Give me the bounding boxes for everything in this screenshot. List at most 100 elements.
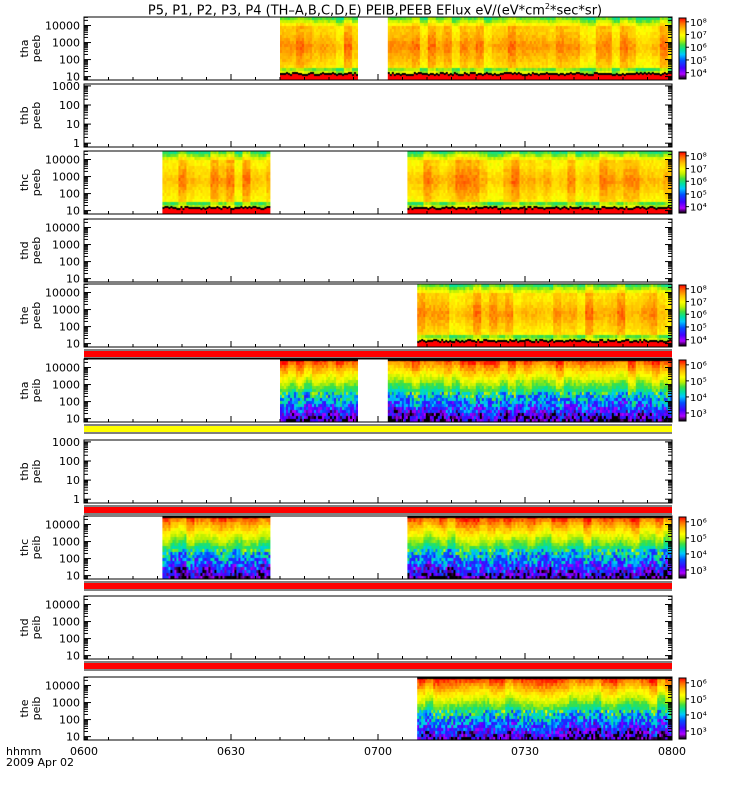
colorbar-label: 10⁵ <box>690 534 707 545</box>
panel-frame <box>83 595 673 660</box>
y-tick-label: 100 <box>59 188 80 201</box>
flag-strip <box>84 426 672 432</box>
colorbar-label: 10⁴ <box>690 336 707 347</box>
y-tick-label: 10000 <box>45 287 80 300</box>
flag-strip <box>84 507 672 513</box>
colorbar-label: 10⁷ <box>690 165 707 176</box>
colorbar-label: 10⁶ <box>690 361 707 372</box>
title-main: P5, P1, P2, P3, P4 (TH–A,B,C,D,E) PEIB,P… <box>147 3 545 19</box>
colorbar <box>678 151 687 214</box>
x-tick-label: 0800 <box>658 745 686 758</box>
colorbar-label: 10⁴ <box>690 711 707 722</box>
y-tick-label: 1000 <box>52 536 80 549</box>
y-tick-label: 10000 <box>45 680 80 693</box>
y-tick-label: 1000 <box>52 436 80 449</box>
y-tick-label: 10 <box>66 205 80 218</box>
y-tick-label: 10 <box>66 273 80 286</box>
y-tick-label: 10000 <box>45 519 80 532</box>
y-axis-label-product: peeb <box>30 237 43 265</box>
colorbar-label: 10⁶ <box>690 43 707 54</box>
colorbar-label: 10⁷ <box>690 31 707 42</box>
y-axis-label-product: peeb <box>30 35 43 63</box>
y-tick-label: 1 <box>73 493 80 506</box>
colorbar-label: 10⁵ <box>690 323 707 334</box>
flag-strip <box>84 663 672 669</box>
y-tick-label: 10000 <box>45 222 80 235</box>
colorbar-label: 10⁸ <box>690 18 707 29</box>
y-tick-label: 100 <box>59 99 80 112</box>
panel-tha-peib: 10000 1000 100 10 tha peib 10⁶ 10⁵ 10⁴ 10³ <box>18 358 707 434</box>
colorbar-label: 10⁶ <box>690 518 707 529</box>
y-tick-label: 10000 <box>45 154 80 167</box>
colorbar <box>678 359 687 422</box>
panel-the-peib: 10000 1000 100 10 the peib 10⁶ 10⁵ 10⁴ 10³ <box>18 676 707 744</box>
x-tick-label: 0700 <box>364 745 392 758</box>
panel-thb-peeb: 1000 100 10 1 thb peeb <box>18 80 673 150</box>
y-tick-label: 10 <box>66 570 80 583</box>
spectrogram-block <box>407 151 673 214</box>
spectrogram-block <box>387 17 672 80</box>
y-tick-label: 1000 <box>52 37 80 50</box>
flag-strip <box>84 351 672 357</box>
colorbar-label: 10⁵ <box>690 377 707 388</box>
colorbar-label: 10⁶ <box>690 177 707 188</box>
colorbar <box>678 677 687 740</box>
colorbar-label: 10⁴ <box>690 550 707 561</box>
y-tick-label: 100 <box>59 553 80 566</box>
x-tick-label: 0600 <box>70 745 98 758</box>
y-tick-label: 10 <box>66 413 80 426</box>
y-axis-label-product: peib <box>30 697 43 721</box>
panel-frame <box>83 439 673 504</box>
y-axis-label-probe: thb <box>18 462 31 480</box>
date-label: 2009 Apr 02 <box>6 756 74 769</box>
flag-strip <box>84 583 672 589</box>
colorbar-label: 10⁶ <box>690 310 707 321</box>
colorbar-label: 10⁵ <box>690 56 707 67</box>
chart-title: P5, P1, P2, P3, P4 (TH–A,B,C,D,E) PEIB,P… <box>0 2 750 18</box>
y-axis-label-product: peib <box>30 379 43 403</box>
spectrogram-block <box>162 516 271 579</box>
y-axis-label-probe: thc <box>18 539 31 556</box>
x-tick-label: 0730 <box>511 745 539 758</box>
title-superscript: 2 <box>544 2 551 11</box>
colorbar-label: 10⁴ <box>690 393 707 404</box>
spectrogram-block <box>407 516 673 579</box>
y-tick-label: 10000 <box>45 599 80 612</box>
y-axis-label-probe: the <box>18 306 31 324</box>
y-tick-label: 10 <box>66 71 80 84</box>
colorbar-label: 10³ <box>690 409 707 420</box>
y-axis-label-probe: thb <box>18 106 31 124</box>
y-tick-label: 1000 <box>52 304 80 317</box>
y-tick-label: 10 <box>66 474 80 487</box>
spectrogram-block <box>280 17 358 80</box>
y-axis-label-probe: thd <box>18 618 31 636</box>
panel-thb-peib: 1000 100 10 1 thb peib <box>18 436 673 515</box>
x-axis-unit-label: hhmm <box>6 745 41 758</box>
y-tick-label: 100 <box>59 455 80 468</box>
spectrogram-block <box>280 359 358 422</box>
y-axis-label-product: peib <box>30 616 43 640</box>
colorbar-label: 10³ <box>690 566 707 577</box>
y-axis-label-product: peeb <box>30 102 43 130</box>
panel-frame <box>83 218 673 283</box>
y-tick-label: 100 <box>59 396 80 409</box>
y-axis-label-probe: thd <box>18 241 31 259</box>
colorbar <box>678 516 687 579</box>
y-tick-label: 100 <box>59 321 80 334</box>
colorbar-label: 10⁵ <box>690 190 707 201</box>
panel-thc-peib: 10000 1000 100 10 thc peib 10⁶ 10⁵ 10⁴ 10³ <box>18 515 707 591</box>
y-axis-label-product: peeb <box>30 302 43 330</box>
y-tick-label: 1000 <box>52 379 80 392</box>
colorbar-label: 10⁴ <box>690 203 707 214</box>
y-tick-label: 1000 <box>52 697 80 710</box>
spectrogram-block <box>162 151 271 214</box>
x-tick-label: 0630 <box>217 745 245 758</box>
y-axis-label-product: peeb <box>30 169 43 197</box>
y-tick-label: 10 <box>66 338 80 351</box>
y-axis-label-product: peib <box>30 460 43 484</box>
y-tick-label: 1000 <box>52 171 80 184</box>
